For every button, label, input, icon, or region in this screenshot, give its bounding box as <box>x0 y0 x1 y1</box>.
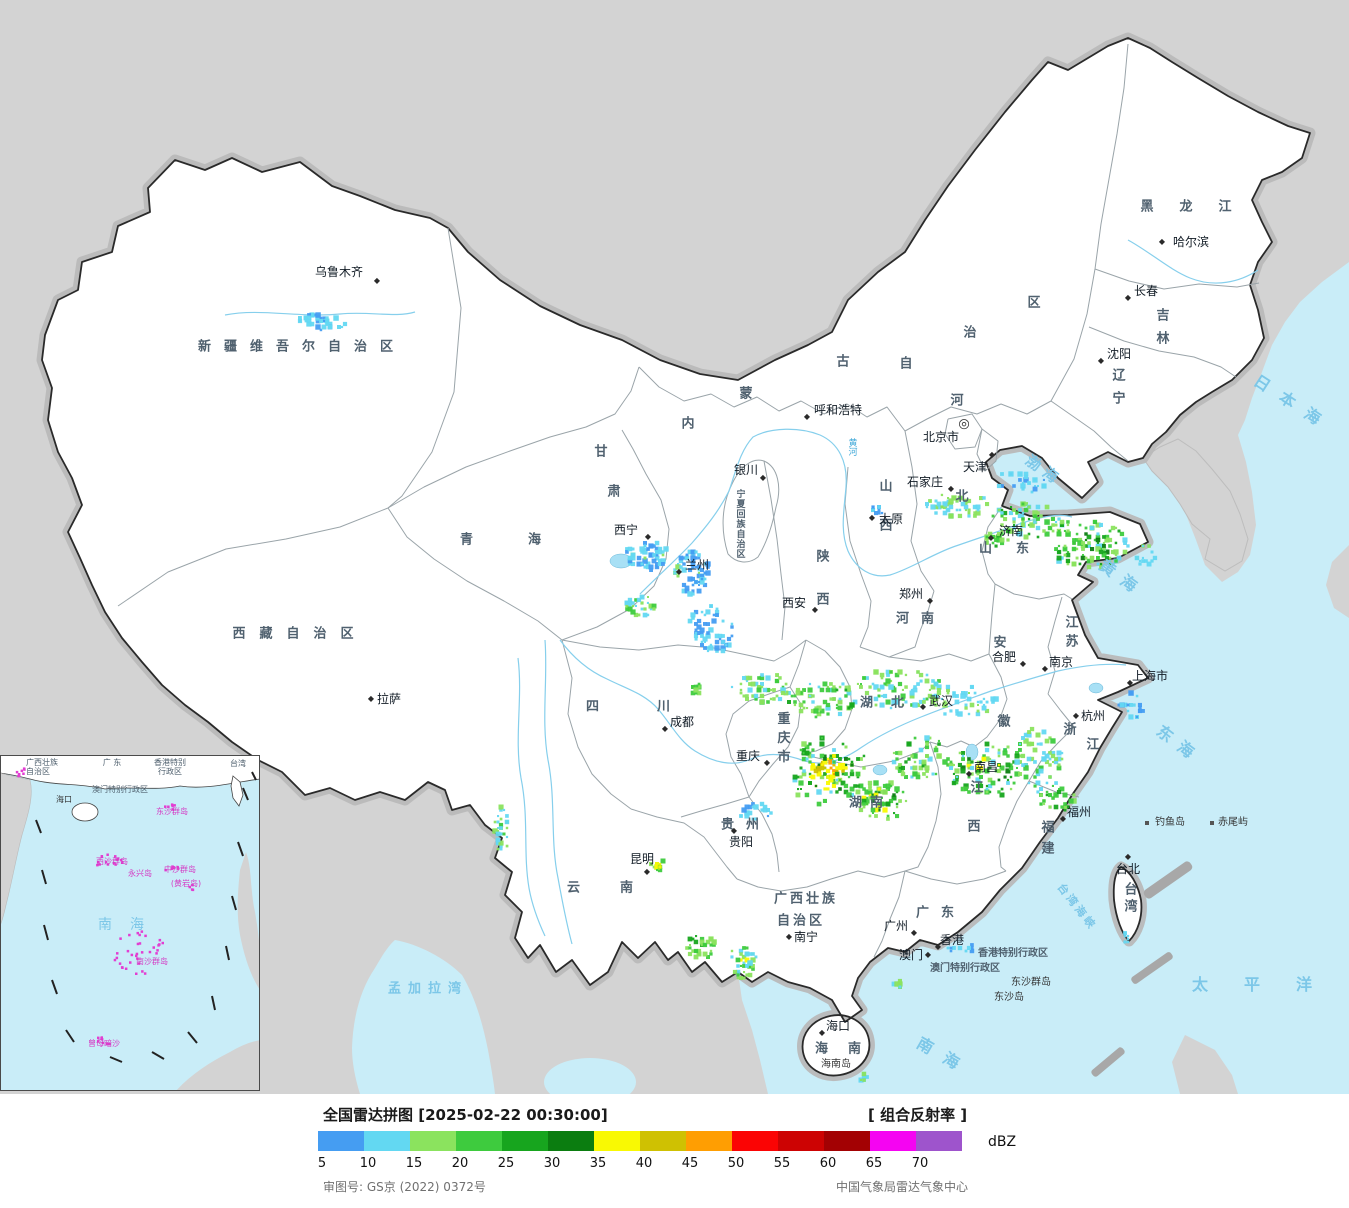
dbz-tick-label: 60 <box>819 1156 837 1171</box>
dbz-tick-label: 35 <box>589 1156 607 1171</box>
chiwei-island-dot <box>1210 821 1214 825</box>
dbz-swatch <box>916 1131 962 1151</box>
dbz-tick-label: 55 <box>773 1156 791 1171</box>
dbz-swatch <box>318 1131 364 1151</box>
dbz-swatch <box>502 1131 548 1151</box>
radar-echo-layer <box>297 312 1158 1083</box>
dbz-swatch <box>364 1131 410 1151</box>
inset-borneo <box>176 1040 259 1090</box>
sea-area <box>738 262 1349 1094</box>
map-license: 审图号: GS京 (2022) 0372号 <box>323 1180 486 1194</box>
dbz-unit: dBZ <box>988 1134 1017 1150</box>
foreign-islands <box>1091 821 1238 1094</box>
dbz-tick-row: 5 10 15 20 25 30 35 40 45 50 55 60 65 70 <box>0 1156 1349 1172</box>
dbz-tick-label: 70 <box>911 1156 929 1171</box>
credit: 中国气象局雷达气象中心 <box>836 1180 969 1194</box>
dbz-tick-label: 10 <box>359 1156 377 1171</box>
inset-vietnam <box>1 772 32 925</box>
dbz-color-scale <box>318 1131 962 1151</box>
dbz-tick-label: 45 <box>681 1156 699 1171</box>
dbz-swatch <box>456 1131 502 1151</box>
lakes <box>609 553 1104 776</box>
south-china-sea-inset <box>0 755 260 1091</box>
dbz-tick-label: 65 <box>865 1156 883 1171</box>
dbz-tick-label: 15 <box>405 1156 423 1171</box>
luzon-landmass <box>1172 1035 1238 1094</box>
inset-svg <box>1 756 259 1090</box>
inset-hainan <box>71 802 99 822</box>
inset-taiwan <box>230 775 244 807</box>
dbz-swatch <box>732 1131 778 1151</box>
province-borders <box>117 43 1260 958</box>
dbz-tick-label: 20 <box>451 1156 469 1171</box>
legend-panel: 全国雷达拼图 [2025-02-22 00:30:00] [ 组合反射率 ] d… <box>0 1094 1349 1208</box>
china-radar-map: 新疆维吾尔自治区 西藏自治区 青海甘肃内蒙古自治区黑龙江 吉林 辽宁河北山西 山东 陕西 河南… <box>0 0 1349 1094</box>
product-label: [ 组合反射率 ] <box>868 1106 968 1124</box>
dbz-swatch <box>548 1131 594 1151</box>
dbz-swatch <box>594 1131 640 1151</box>
rivers <box>224 239 1259 945</box>
map-title: 全国雷达拼图 [2025-02-22 00:30:00] <box>323 1106 608 1124</box>
dbz-swatch <box>870 1131 916 1151</box>
dbz-tick-label: 40 <box>635 1156 653 1171</box>
inset-luzon <box>237 852 259 989</box>
japan-sliver <box>1326 545 1349 618</box>
dbz-swatch <box>824 1131 870 1151</box>
dbz-tick-label: 5 <box>317 1156 327 1171</box>
dbz-swatch <box>410 1131 456 1151</box>
dbz-tick-label: 50 <box>727 1156 745 1171</box>
gulf-of-thailand <box>544 1058 636 1094</box>
china-landmass <box>41 37 1311 1077</box>
dbz-tick-label: 25 <box>497 1156 515 1171</box>
korea-landmass <box>1142 438 1249 572</box>
nine-dash-line <box>35 771 257 1063</box>
diaoyu-island-dot <box>1145 821 1149 825</box>
dbz-swatch <box>686 1131 732 1151</box>
inset-island-dots <box>15 767 195 1046</box>
inset-sea <box>1 756 259 1090</box>
inset-mainland <box>1 756 259 790</box>
dbz-tick-label: 30 <box>543 1156 561 1171</box>
dbz-swatch <box>778 1131 824 1151</box>
bengal-bay <box>352 940 495 1094</box>
dbz-swatch <box>640 1131 686 1151</box>
